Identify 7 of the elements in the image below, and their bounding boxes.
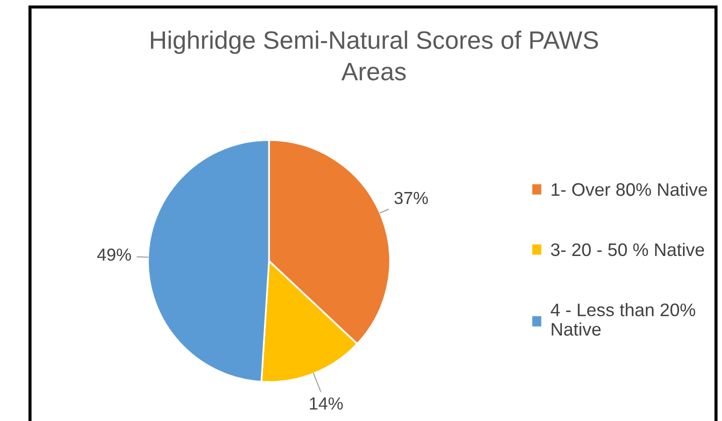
data-label: 14%: [310, 397, 343, 410]
legend-label: 4 - Less than 20% Native: [550, 303, 696, 336]
data-label: 37%: [394, 192, 428, 204]
legend-label: 1- Over 80% Native: [552, 182, 708, 196]
data-label: 49%: [97, 248, 131, 261]
legend-label: 3- 20 - 50 % Native: [550, 242, 704, 256]
chart-title: Highridge Semi-Natural Scores of PAWS Areas: [150, 30, 598, 80]
